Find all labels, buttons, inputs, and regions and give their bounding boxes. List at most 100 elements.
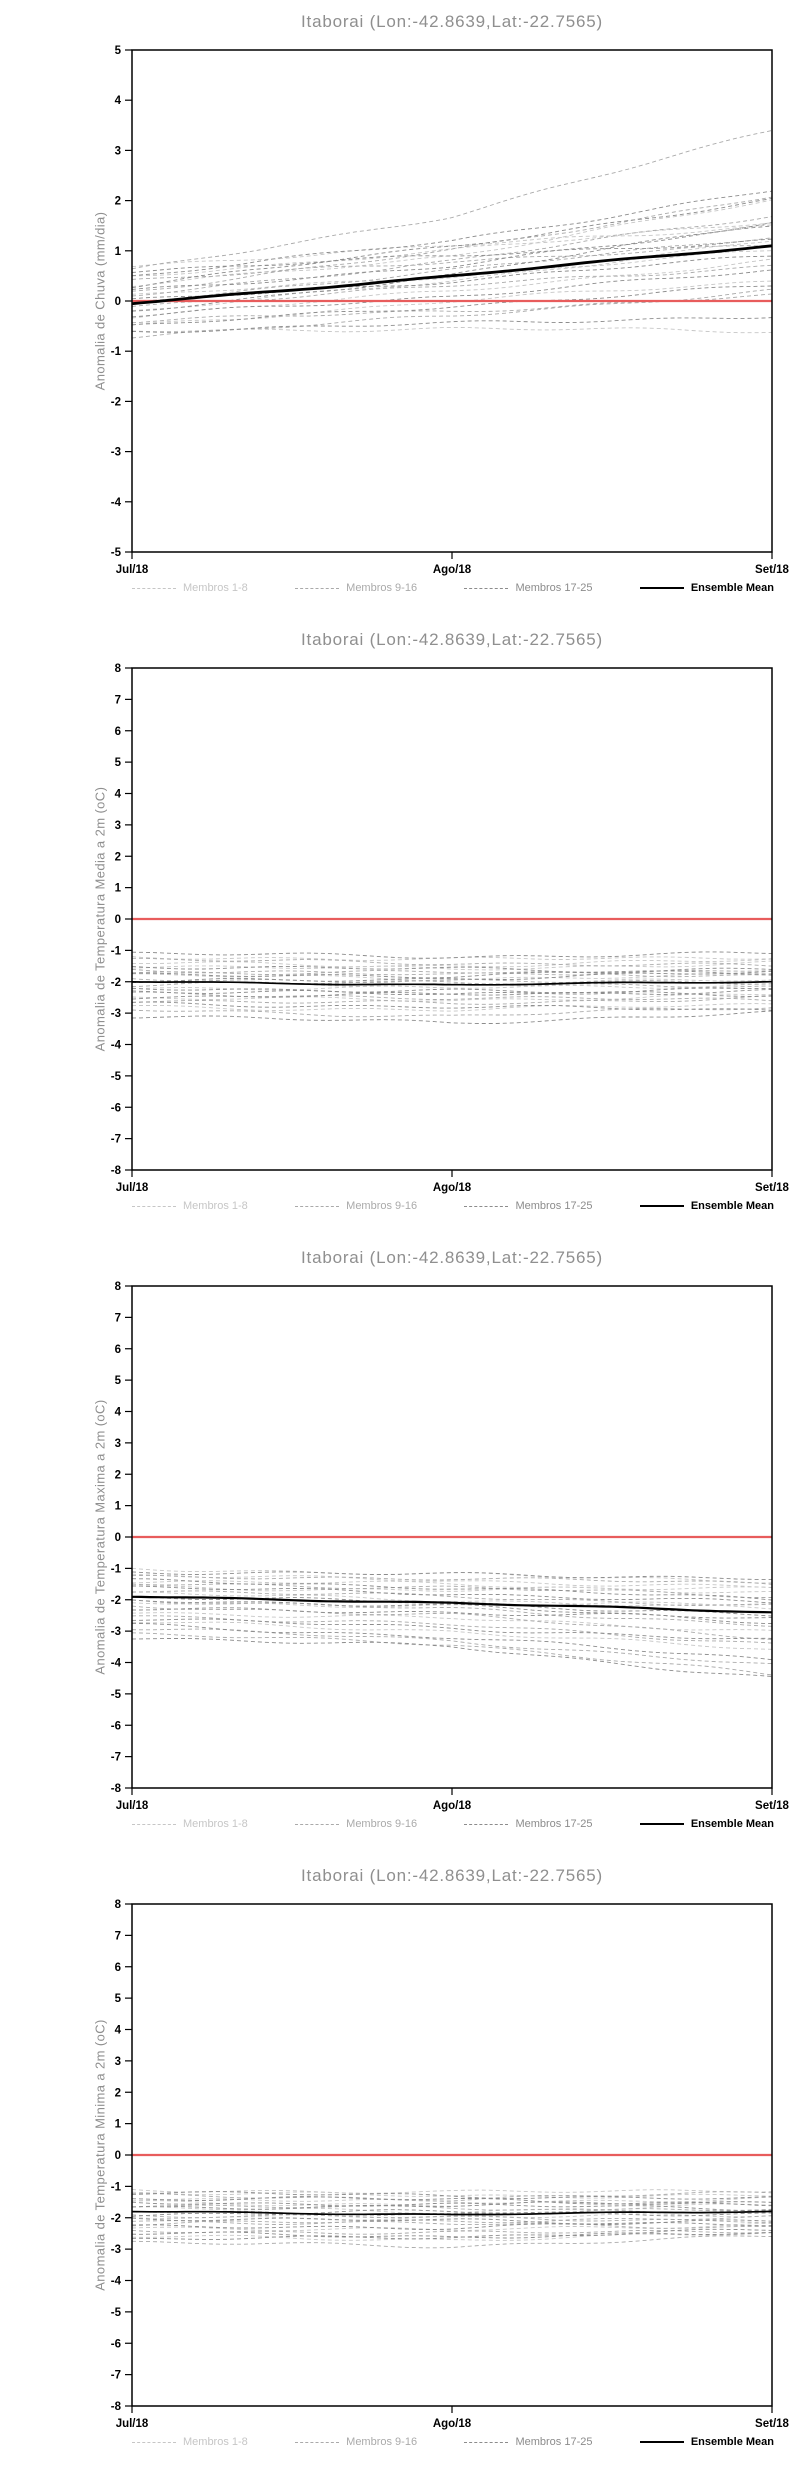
member-line: [131, 970, 773, 984]
legend-item-members-1-8: Membros 1-8: [132, 2436, 248, 2448]
legend-item-members-17-25: Membros 17-25: [464, 582, 592, 594]
y-tick-label: 6: [115, 1344, 121, 1356]
member-line: [131, 995, 773, 1005]
legend-dashed-line-icon: [295, 1205, 340, 1207]
y-tick-label: 7: [115, 1312, 121, 1324]
y-tick-label: -2: [111, 396, 121, 408]
member-line: [131, 2191, 773, 2202]
member-line: [131, 1590, 772, 1606]
legend-item-members-17-25: Membros 17-25: [464, 2436, 592, 2448]
member-line: [131, 250, 773, 295]
chart-panel-temp-media: -8 -7 -6 -5 -4 -3 -2 -1 0 1 2 3 4 5 6 7 8 Jul/18 Ago/18 Set…: [0, 618, 800, 1236]
member-line: [131, 224, 773, 268]
x-tick-label: Set/18: [755, 1182, 789, 1194]
legend-item-members-9-16: Membros 9-16: [295, 2436, 417, 2448]
y-tick-label: -7: [111, 1752, 121, 1764]
x-tick-label: Set/18: [755, 2418, 789, 2430]
member-line: [131, 1615, 773, 1644]
y-tick-label: 1: [115, 883, 122, 895]
x-tick-label: Ago/18: [433, 1800, 472, 1812]
y-tick-label: 5: [115, 1993, 122, 2005]
legend-dashed-line-icon: [132, 1205, 176, 1207]
y-tick-label: 0: [115, 296, 121, 308]
y-tick-label: 5: [115, 757, 122, 769]
member-line: [131, 989, 773, 1000]
x-tick-label: Ago/18: [433, 2418, 472, 2430]
legend-dashed-line-icon: [295, 587, 340, 589]
legend-item-ensemble-mean: Ensemble Mean: [639, 1200, 774, 1212]
member-line: [131, 1578, 773, 1601]
member-line: [131, 2220, 773, 2229]
member-line: [131, 280, 773, 326]
member-line: [131, 2196, 773, 2207]
y-axis-label: Anomalia de Temperatura Minima a 2m (oC): [92, 2019, 108, 2291]
y-tick-label: -2: [111, 1595, 121, 1607]
member-line: [131, 965, 773, 975]
y-tick-label: 1: [115, 2119, 122, 2131]
y-tick-label: 2: [115, 2087, 121, 2099]
legend-dashed-line-icon: [464, 1823, 509, 1825]
member-line: [131, 967, 773, 979]
chart-title: Itaborai (Lon:-42.8639,Lat:-22.7565): [301, 12, 603, 31]
member-line: [131, 2196, 773, 2204]
y-tick-label: 5: [115, 1375, 122, 1387]
ensemble-mean-line: [131, 244, 773, 306]
member-line: [131, 326, 773, 334]
y-tick-label: -6: [111, 2338, 121, 2350]
member-line: [131, 1618, 773, 1640]
y-tick-label: -7: [111, 1134, 121, 1146]
member-line: [131, 238, 773, 273]
legend-dashed-line-icon: [295, 2441, 340, 2443]
legend-dashed-line-icon: [464, 1205, 509, 1207]
member-line: [131, 237, 773, 302]
member-line: [131, 1621, 773, 1650]
y-axis-label: Anomalia de Temperatura Media a 2m (oC): [92, 786, 108, 1052]
y-tick-label: -1: [111, 346, 122, 358]
member-line: [131, 968, 773, 976]
member-line: [131, 2228, 773, 2240]
y-tick-label: 7: [115, 694, 121, 706]
y-tick-label: 2: [115, 196, 121, 208]
chart-legend: Membros 1-8 Membros 9-16 Membros 17-25 E…: [132, 1814, 774, 1834]
legend-item-ensemble-mean: Ensemble Mean: [639, 1818, 774, 1830]
member-line: [131, 2200, 773, 2207]
y-tick-label: -4: [111, 497, 122, 509]
legend-label: Membros 17-25: [515, 1818, 593, 1830]
member-line: [131, 1599, 773, 1627]
y-tick-label: 0: [115, 2150, 121, 2162]
y-tick-label: 8: [115, 1281, 122, 1293]
legend-dashed-line-icon: [132, 2441, 176, 2443]
y-tick-label: -1: [111, 945, 122, 957]
legend-label: Membros 9-16: [346, 2436, 418, 2448]
y-tick-label: -4: [111, 1040, 122, 1052]
member-line: [131, 2231, 773, 2239]
legend-item-members-1-8: Membros 1-8: [132, 1818, 248, 1830]
y-tick-label: -8: [111, 1165, 122, 1177]
y-tick-label: -3: [111, 447, 121, 459]
y-tick-label: -2: [111, 2213, 121, 2225]
x-tick-label: Jul/18: [116, 564, 149, 576]
member-line: [132, 957, 773, 967]
legend-solid-line-icon: [639, 2441, 684, 2443]
legend-label: Membros 1-8: [183, 1818, 248, 1830]
member-line: [131, 293, 773, 324]
member-line: [131, 1583, 772, 1598]
legend-dashed-line-icon: [464, 587, 509, 589]
legend-dashed-line-icon: [295, 1823, 340, 1825]
member-line: [131, 2191, 773, 2199]
y-tick-label: -7: [111, 2370, 121, 2382]
y-tick-label: -4: [111, 2276, 122, 2288]
legend-solid-line-icon: [639, 1823, 684, 1825]
legend-label: Membros 17-25: [515, 582, 593, 594]
ensemble-mean-line: [131, 2210, 773, 2216]
legend-label: Ensemble Mean: [690, 1200, 774, 1212]
member-line: [131, 2215, 773, 2227]
member-line: [131, 258, 773, 319]
legend-solid-line-icon: [639, 587, 684, 589]
y-tick-label: 3: [115, 1438, 121, 1450]
x-tick-label: Set/18: [755, 564, 789, 576]
legend-label: Membros 9-16: [346, 1200, 418, 1212]
chart-panel-rain: -5 -4 -3 -2 -1 0 1 2 3 4 5 Jul/18 Ago/18 Set/18 Itabo…: [0, 0, 800, 618]
legend-solid-line-icon: [639, 1205, 684, 1207]
legend-item-members-1-8: Membros 1-8: [132, 582, 248, 594]
